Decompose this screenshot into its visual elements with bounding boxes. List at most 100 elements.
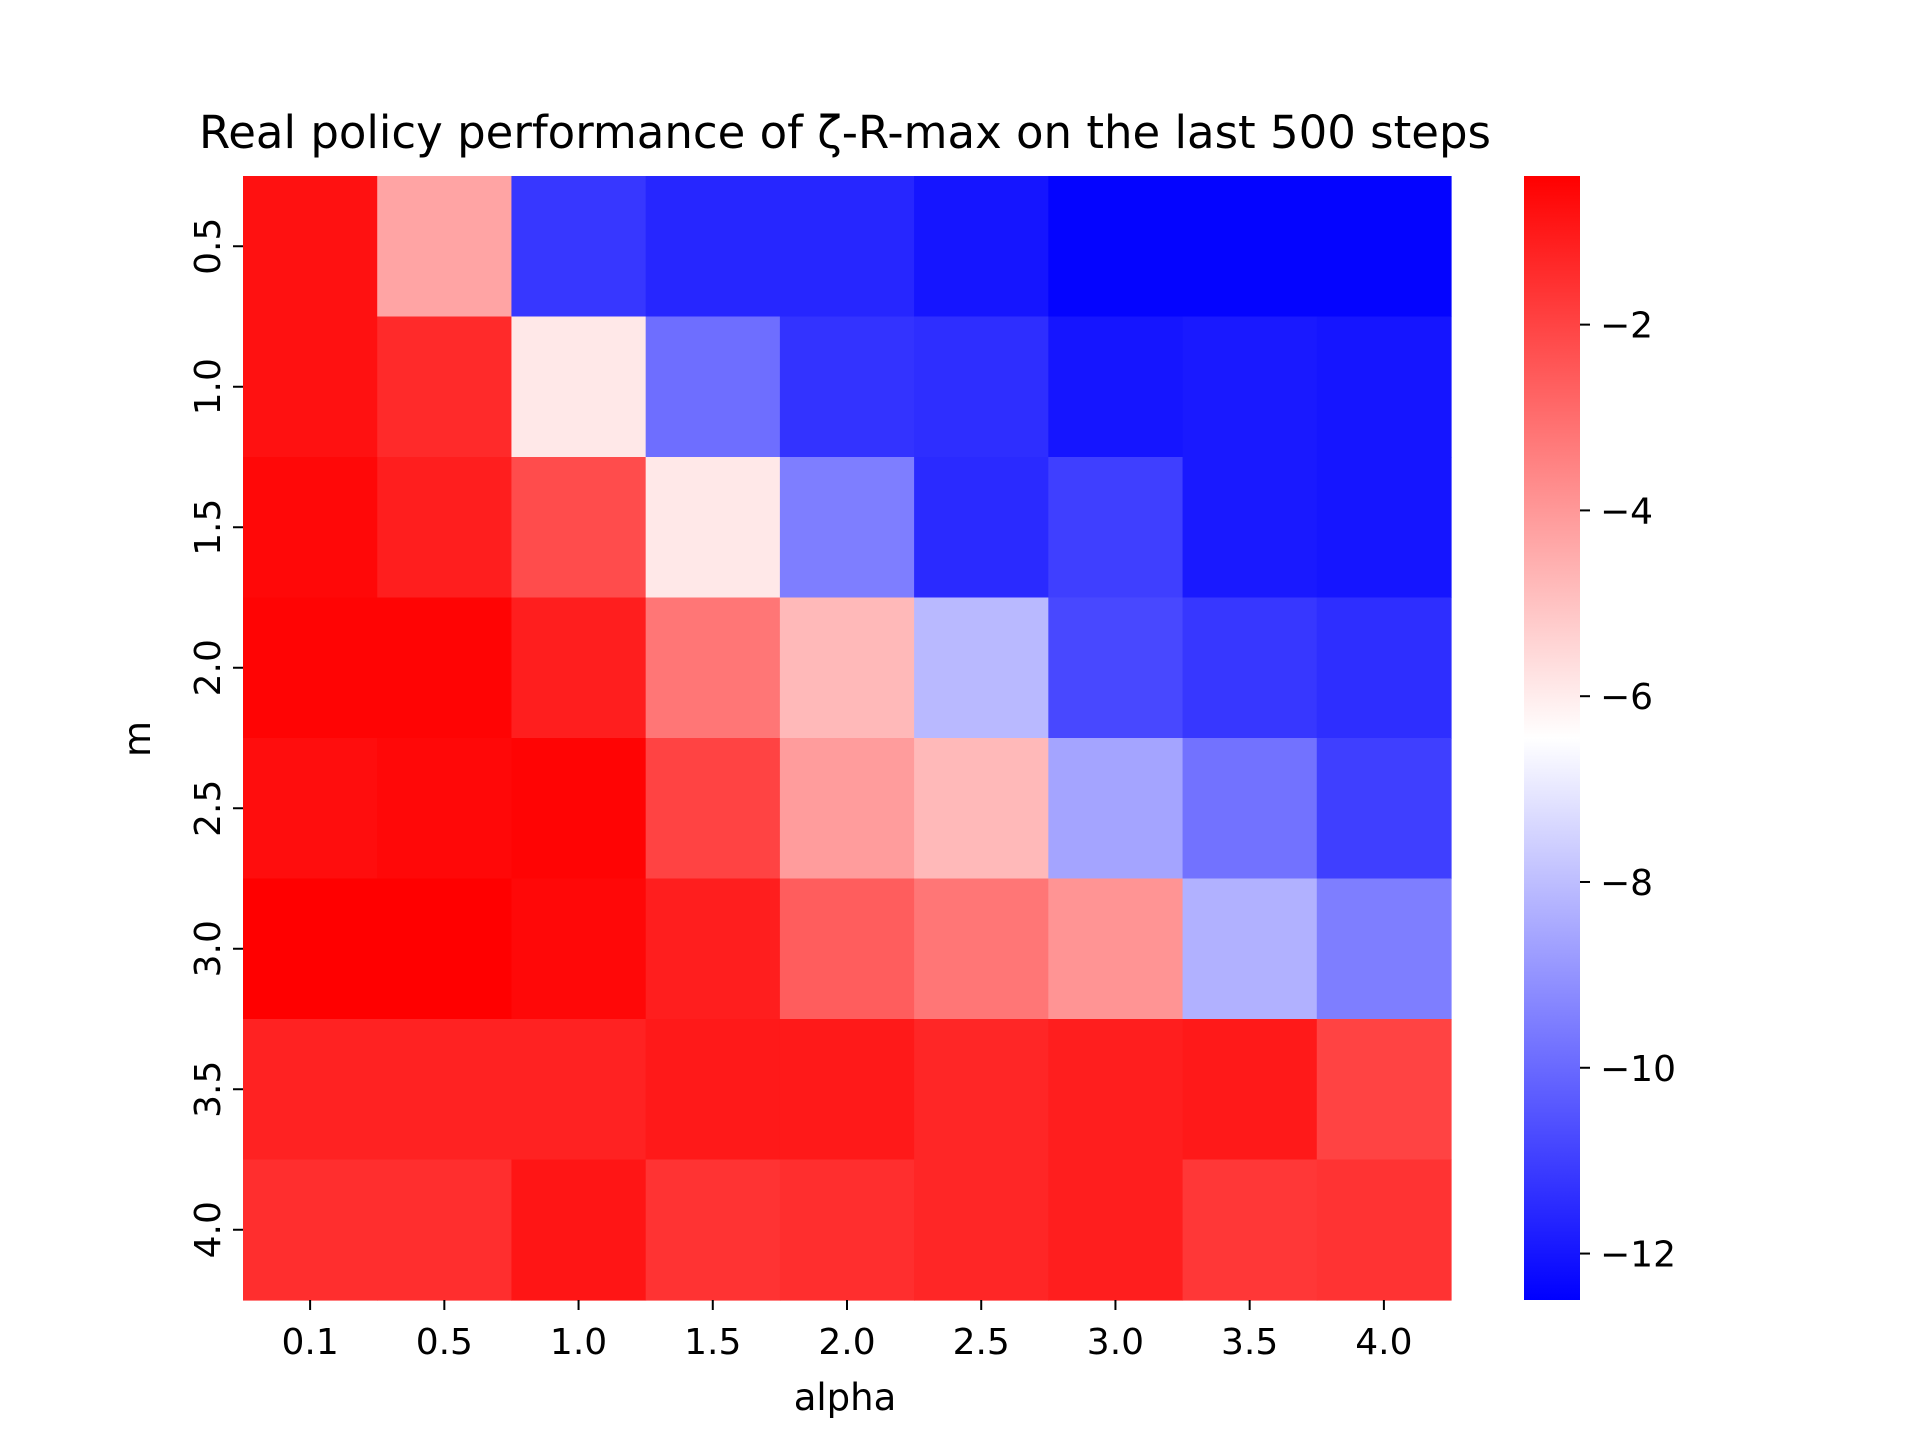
x-tick-label: 4.0 bbox=[1355, 1322, 1412, 1363]
heatmap-cell bbox=[645, 1159, 781, 1301]
heatmap-cell bbox=[914, 597, 1049, 739]
heatmap-cell bbox=[914, 878, 1049, 1020]
heatmap-cell bbox=[511, 597, 647, 739]
heatmap-cell bbox=[779, 738, 915, 880]
heatmap-cell bbox=[377, 316, 513, 458]
y-tick-label: 1.0 bbox=[188, 358, 229, 415]
heatmap-cell bbox=[1182, 316, 1318, 458]
heatmap-cell bbox=[1182, 878, 1318, 1020]
heatmap-cell bbox=[1316, 1019, 1452, 1161]
heatmap-cell bbox=[243, 878, 378, 1020]
x-tick-label: 3.5 bbox=[1221, 1322, 1278, 1363]
heatmap-cell bbox=[914, 1159, 1049, 1301]
x-axis-label: alpha bbox=[794, 1376, 897, 1419]
heatmap-cell bbox=[1182, 1019, 1318, 1161]
colorbar-ticks: −2 −4 −6 −8 −10 −12 bbox=[1580, 306, 1676, 1276]
heatmap-cell bbox=[1048, 1159, 1184, 1301]
heatmap-cell bbox=[1182, 457, 1318, 599]
heatmap-cell bbox=[1048, 878, 1184, 1020]
heatmap-cell bbox=[779, 316, 915, 458]
heatmap-cell bbox=[1316, 1159, 1452, 1301]
heatmap-cell bbox=[243, 738, 378, 880]
heatmap-cell bbox=[1182, 597, 1318, 739]
heatmap-cell bbox=[243, 1159, 378, 1301]
heatmap-cell bbox=[511, 738, 647, 880]
heatmap-cell bbox=[377, 457, 513, 599]
heatmap-cell bbox=[377, 176, 513, 318]
heatmap-cell bbox=[1316, 457, 1452, 599]
heatmap-cell bbox=[645, 738, 781, 880]
heatmap-cell bbox=[1316, 878, 1452, 1020]
heatmap-cell bbox=[511, 878, 647, 1020]
heatmap-cell bbox=[243, 457, 378, 599]
x-axis-ticks: 0.1 0.5 1.0 1.5 2.0 2.5 3.0 3.5 4.0 bbox=[281, 1300, 1413, 1363]
heatmap-cell bbox=[243, 1019, 378, 1161]
x-tick-label: 2.0 bbox=[818, 1322, 875, 1363]
heatmap-cell bbox=[243, 316, 378, 458]
x-tick-label: 0.1 bbox=[281, 1322, 338, 1363]
y-tick-label: 3.0 bbox=[188, 920, 229, 977]
x-tick-label: 3.0 bbox=[1087, 1322, 1144, 1363]
heatmap-cell bbox=[1048, 738, 1184, 880]
heatmap-cell bbox=[1182, 1159, 1318, 1301]
heatmap-cell bbox=[511, 1159, 647, 1301]
heatmap-cell bbox=[914, 457, 1049, 599]
heatmap-cell bbox=[1048, 457, 1184, 599]
heatmap-cell bbox=[645, 176, 781, 318]
y-axis-ticks: 0.5 1.0 1.5 2.0 2.5 3.0 3.5 4.0 bbox=[188, 218, 243, 1258]
heatmap-cell bbox=[779, 1159, 915, 1301]
heatmap-cell bbox=[511, 176, 647, 318]
x-tick-label: 1.0 bbox=[550, 1322, 607, 1363]
heatmap-cell bbox=[511, 1019, 647, 1161]
heatmap-cell bbox=[1048, 176, 1184, 318]
colorbar-tick-label: −6 bbox=[1600, 677, 1653, 718]
heatmap-cell bbox=[1316, 316, 1452, 458]
y-tick-label: 1.5 bbox=[188, 499, 229, 556]
heatmap-cells bbox=[243, 176, 1452, 1301]
heatmap-cell bbox=[779, 1019, 915, 1161]
heatmap-cell bbox=[1316, 738, 1452, 880]
heatmap-cell bbox=[377, 597, 513, 739]
y-tick-label: 2.0 bbox=[188, 639, 229, 696]
heatmap-cell bbox=[377, 1019, 513, 1161]
heatmap-cell bbox=[645, 457, 781, 599]
colorbar-tick-label: −8 bbox=[1600, 863, 1653, 904]
y-tick-label: 4.0 bbox=[188, 1201, 229, 1258]
heatmap-cell bbox=[645, 1019, 781, 1161]
heatmap-cell bbox=[1048, 316, 1184, 458]
heatmap-cell bbox=[914, 1019, 1049, 1161]
x-tick-label: 0.5 bbox=[416, 1322, 473, 1363]
heatmap-cell bbox=[377, 1159, 513, 1301]
colorbar bbox=[1524, 176, 1580, 1300]
y-axis-label: m bbox=[116, 721, 159, 757]
heatmap-cell bbox=[243, 597, 378, 739]
colorbar-tick-label: −2 bbox=[1600, 306, 1653, 347]
heatmap-cell bbox=[1316, 597, 1452, 739]
chart-title: Real policy performance of ζ-R-max on th… bbox=[199, 106, 1491, 159]
colorbar-tick-label: −10 bbox=[1600, 1049, 1676, 1090]
heatmap-cell bbox=[914, 738, 1049, 880]
colorbar-tick-label: −4 bbox=[1600, 491, 1653, 532]
y-tick-label: 2.5 bbox=[188, 780, 229, 837]
heatmap-cell bbox=[511, 457, 647, 599]
y-tick-label: 3.5 bbox=[188, 1061, 229, 1118]
heatmap-cell bbox=[645, 316, 781, 458]
heatmap-cell bbox=[1316, 176, 1452, 318]
heatmap-cell bbox=[243, 176, 378, 318]
heatmap-cell bbox=[377, 878, 513, 1020]
x-tick-label: 2.5 bbox=[953, 1322, 1010, 1363]
y-tick-label: 0.5 bbox=[188, 218, 229, 275]
x-tick-label: 1.5 bbox=[684, 1322, 741, 1363]
heatmap-cell bbox=[779, 597, 915, 739]
heatmap-cell bbox=[1182, 176, 1318, 318]
heatmap-cell bbox=[511, 316, 647, 458]
heatmap-cell bbox=[779, 457, 915, 599]
heatmap-cell bbox=[645, 597, 781, 739]
heatmap-cell bbox=[779, 176, 915, 318]
colorbar-tick-label: −12 bbox=[1600, 1235, 1676, 1276]
heatmap-cell bbox=[1182, 738, 1318, 880]
heatmap-cell bbox=[1048, 1019, 1184, 1161]
heatmap-cell bbox=[914, 316, 1049, 458]
heatmap-cell bbox=[914, 176, 1049, 318]
